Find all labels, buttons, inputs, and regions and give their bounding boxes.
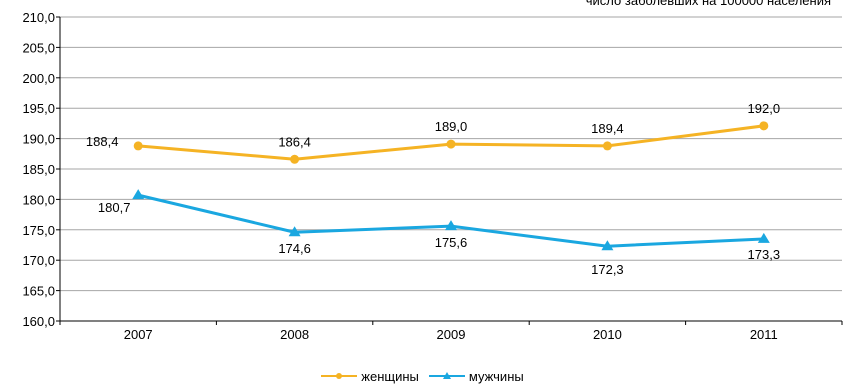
x-tick-label: 2007	[124, 327, 153, 342]
data-label: 189,4	[591, 121, 624, 136]
data-label: 188,4	[86, 134, 119, 149]
y-tick-label: 175,0	[22, 223, 55, 238]
data-point	[445, 220, 457, 231]
data-point	[759, 121, 769, 131]
y-tick-label: 190,0	[22, 132, 55, 147]
legend-swatch-men	[428, 372, 465, 379]
legend-label-women: женщины	[361, 368, 419, 384]
chart-legend: женщины мужчины	[0, 368, 845, 384]
data-point	[290, 154, 300, 164]
data-label: 192,0	[748, 101, 781, 116]
legend-item-women: женщины	[321, 369, 419, 384]
data-point	[602, 141, 612, 151]
y-tick-label: 205,0	[22, 40, 55, 55]
x-tick-label: 2009	[437, 327, 466, 342]
legend-label-men: мужчины	[468, 368, 524, 384]
y-tick-label: 170,0	[22, 253, 55, 268]
data-label: 173,3	[748, 247, 781, 262]
y-tick-label: 165,0	[22, 284, 55, 299]
y-tick-label: 210,0	[22, 10, 55, 25]
y-tick-label: 160,0	[22, 314, 55, 329]
data-label: 172,3	[591, 262, 624, 277]
data-point	[288, 226, 301, 237]
data-label: 174,6	[278, 241, 311, 256]
y-tick-label: 185,0	[22, 162, 55, 177]
y-tick-label: 195,0	[22, 101, 55, 116]
legend-item-men: мужчины	[428, 368, 524, 384]
x-tick-label: 2010	[593, 327, 622, 342]
line-chart: 160,0 165,0 170,0 175,0 180,0 185,0 190,0 195,0…	[22, 10, 843, 342]
data-point	[132, 189, 145, 200]
legend-swatch-women	[321, 373, 358, 379]
data-point	[757, 232, 770, 243]
data-label: 180,7	[98, 200, 131, 215]
data-label: 189,0	[435, 119, 468, 134]
data-label: 175,6	[435, 235, 468, 250]
data-point	[446, 139, 456, 149]
chart-caption: число заболевших на 100000 населения	[585, 0, 831, 8]
y-tick-label: 180,0	[22, 192, 55, 207]
data-point	[133, 141, 143, 151]
data-point	[601, 240, 614, 251]
x-tick-label: 2008	[280, 327, 309, 342]
x-tick-label: 2011	[750, 327, 778, 342]
y-tick-label: 200,0	[22, 71, 55, 86]
data-label: 186,4	[278, 134, 311, 149]
